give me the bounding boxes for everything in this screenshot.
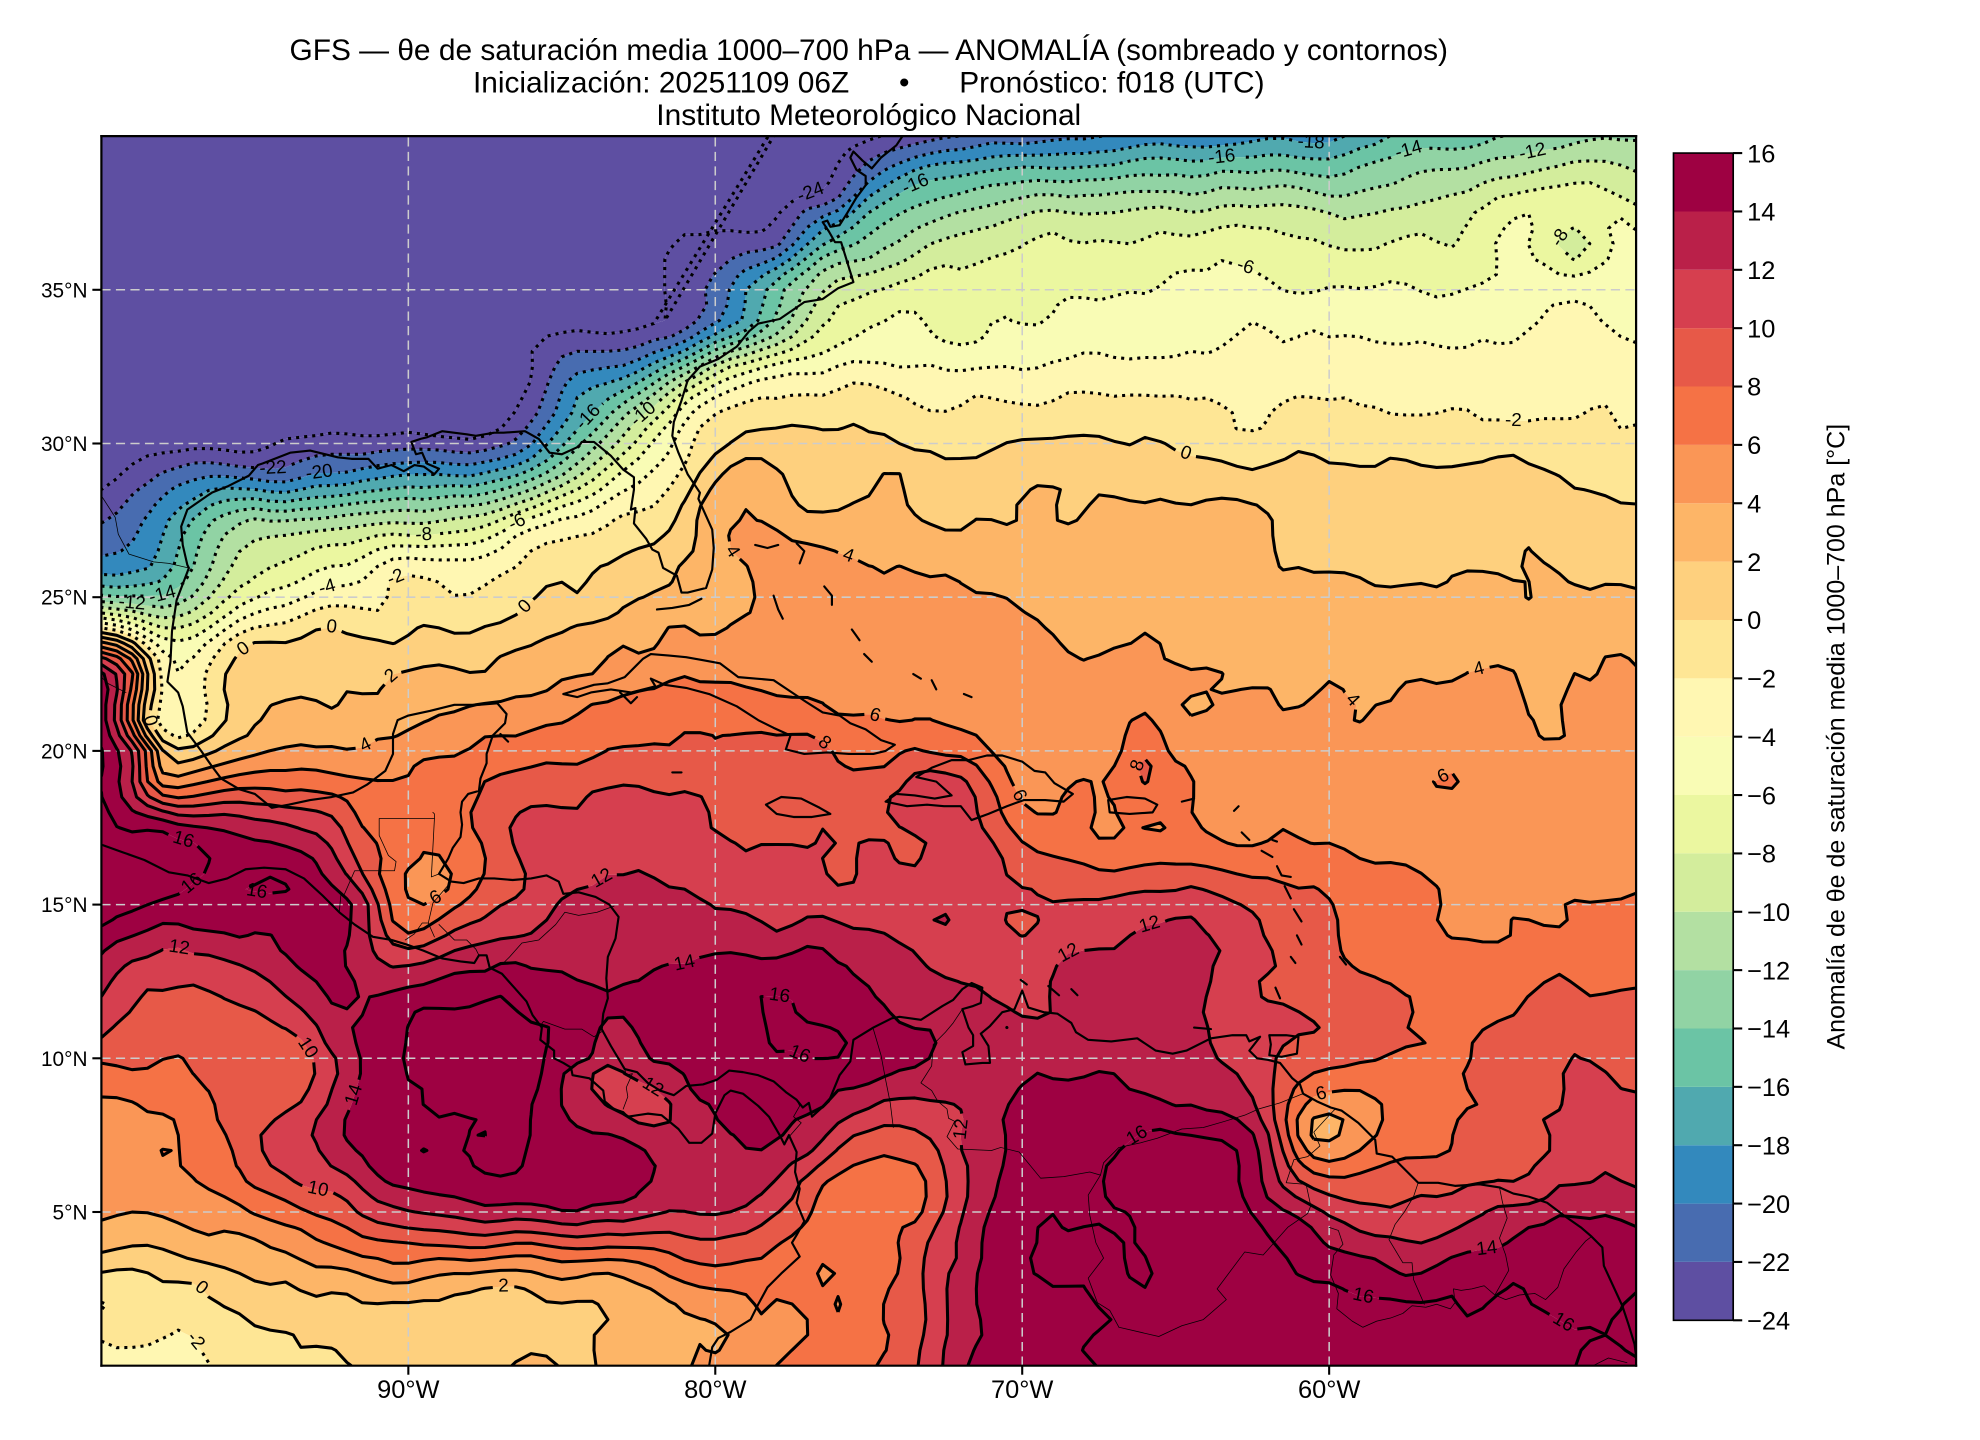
svg-text:−2: −2	[1747, 666, 1776, 694]
svg-text:20°N: 20°N	[41, 740, 88, 763]
svg-text:12: 12	[167, 935, 191, 959]
svg-text:−12: −12	[1747, 957, 1790, 985]
svg-text:−18: −18	[1747, 1132, 1790, 1160]
svg-text:14: 14	[672, 950, 697, 975]
svg-text:5°N: 5°N	[53, 1202, 88, 1225]
svg-text:−20: −20	[1747, 1191, 1790, 1219]
svg-text:4: 4	[1747, 490, 1761, 518]
svg-text:-16: -16	[1207, 144, 1236, 168]
svg-text:90°W: 90°W	[377, 1376, 439, 1404]
svg-text:Instituto Meteorológico Nacion: Instituto Meteorológico Nacional	[656, 99, 1081, 132]
svg-text:−24: −24	[1747, 1308, 1790, 1336]
svg-text:8: 8	[1747, 374, 1761, 402]
svg-text:-20: -20	[304, 459, 334, 483]
svg-text:16: 16	[1747, 140, 1775, 168]
svg-text:2: 2	[1747, 549, 1761, 577]
svg-text:6: 6	[1747, 432, 1761, 460]
svg-text:80°W: 80°W	[684, 1376, 746, 1404]
svg-text:12: 12	[1747, 257, 1775, 285]
svg-text:16: 16	[245, 878, 269, 902]
svg-text:70°W: 70°W	[991, 1376, 1053, 1404]
svg-text:−16: −16	[1747, 1074, 1790, 1102]
svg-text:−8: −8	[1747, 841, 1776, 869]
svg-text:-8: -8	[415, 523, 433, 545]
svg-text:16: 16	[768, 983, 792, 1007]
svg-text:-4: -4	[316, 574, 338, 599]
svg-text:15°N: 15°N	[41, 894, 88, 917]
svg-text:2: 2	[498, 1275, 509, 1296]
svg-text:-2: -2	[384, 564, 407, 590]
svg-text:30°N: 30°N	[41, 433, 88, 456]
svg-text:25°N: 25°N	[41, 587, 88, 610]
svg-text:0: 0	[325, 615, 338, 637]
svg-text:-2: -2	[1505, 409, 1522, 431]
svg-text:-22: -22	[259, 456, 287, 478]
svg-text:6: 6	[1313, 1081, 1329, 1104]
svg-text:10°N: 10°N	[41, 1048, 88, 1071]
svg-text:4: 4	[1471, 656, 1486, 679]
svg-text:14: 14	[1747, 199, 1775, 227]
svg-text:16: 16	[1351, 1283, 1376, 1308]
svg-text:−10: −10	[1747, 899, 1790, 927]
svg-text:−14: −14	[1747, 1016, 1790, 1044]
svg-text:10: 10	[306, 1176, 331, 1201]
svg-text:-12: -12	[118, 590, 147, 613]
svg-text:10: 10	[1747, 315, 1775, 343]
svg-text:−22: −22	[1747, 1249, 1790, 1277]
svg-text:14: 14	[1475, 1236, 1498, 1259]
svg-text:12: 12	[949, 1117, 972, 1140]
svg-text:GFS — θe de saturación media 1: GFS — θe de saturación media 1000–700 hP…	[289, 34, 1448, 67]
svg-text:-6: -6	[1235, 253, 1257, 278]
svg-text:35°N: 35°N	[41, 279, 88, 302]
svg-text:60°W: 60°W	[1298, 1376, 1360, 1404]
svg-text:0: 0	[1747, 607, 1761, 635]
svg-text:−4: −4	[1747, 724, 1776, 752]
svg-text:Anomalía de θe de saturación m: Anomalía de θe de saturación media 1000–…	[1823, 424, 1851, 1050]
svg-text:-18: -18	[1297, 130, 1325, 152]
svg-text:−6: −6	[1747, 782, 1776, 810]
svg-text:Inicialización: 20251109 06Z: Inicialización: 20251109 06Z • Pronóstic…	[473, 66, 1265, 99]
